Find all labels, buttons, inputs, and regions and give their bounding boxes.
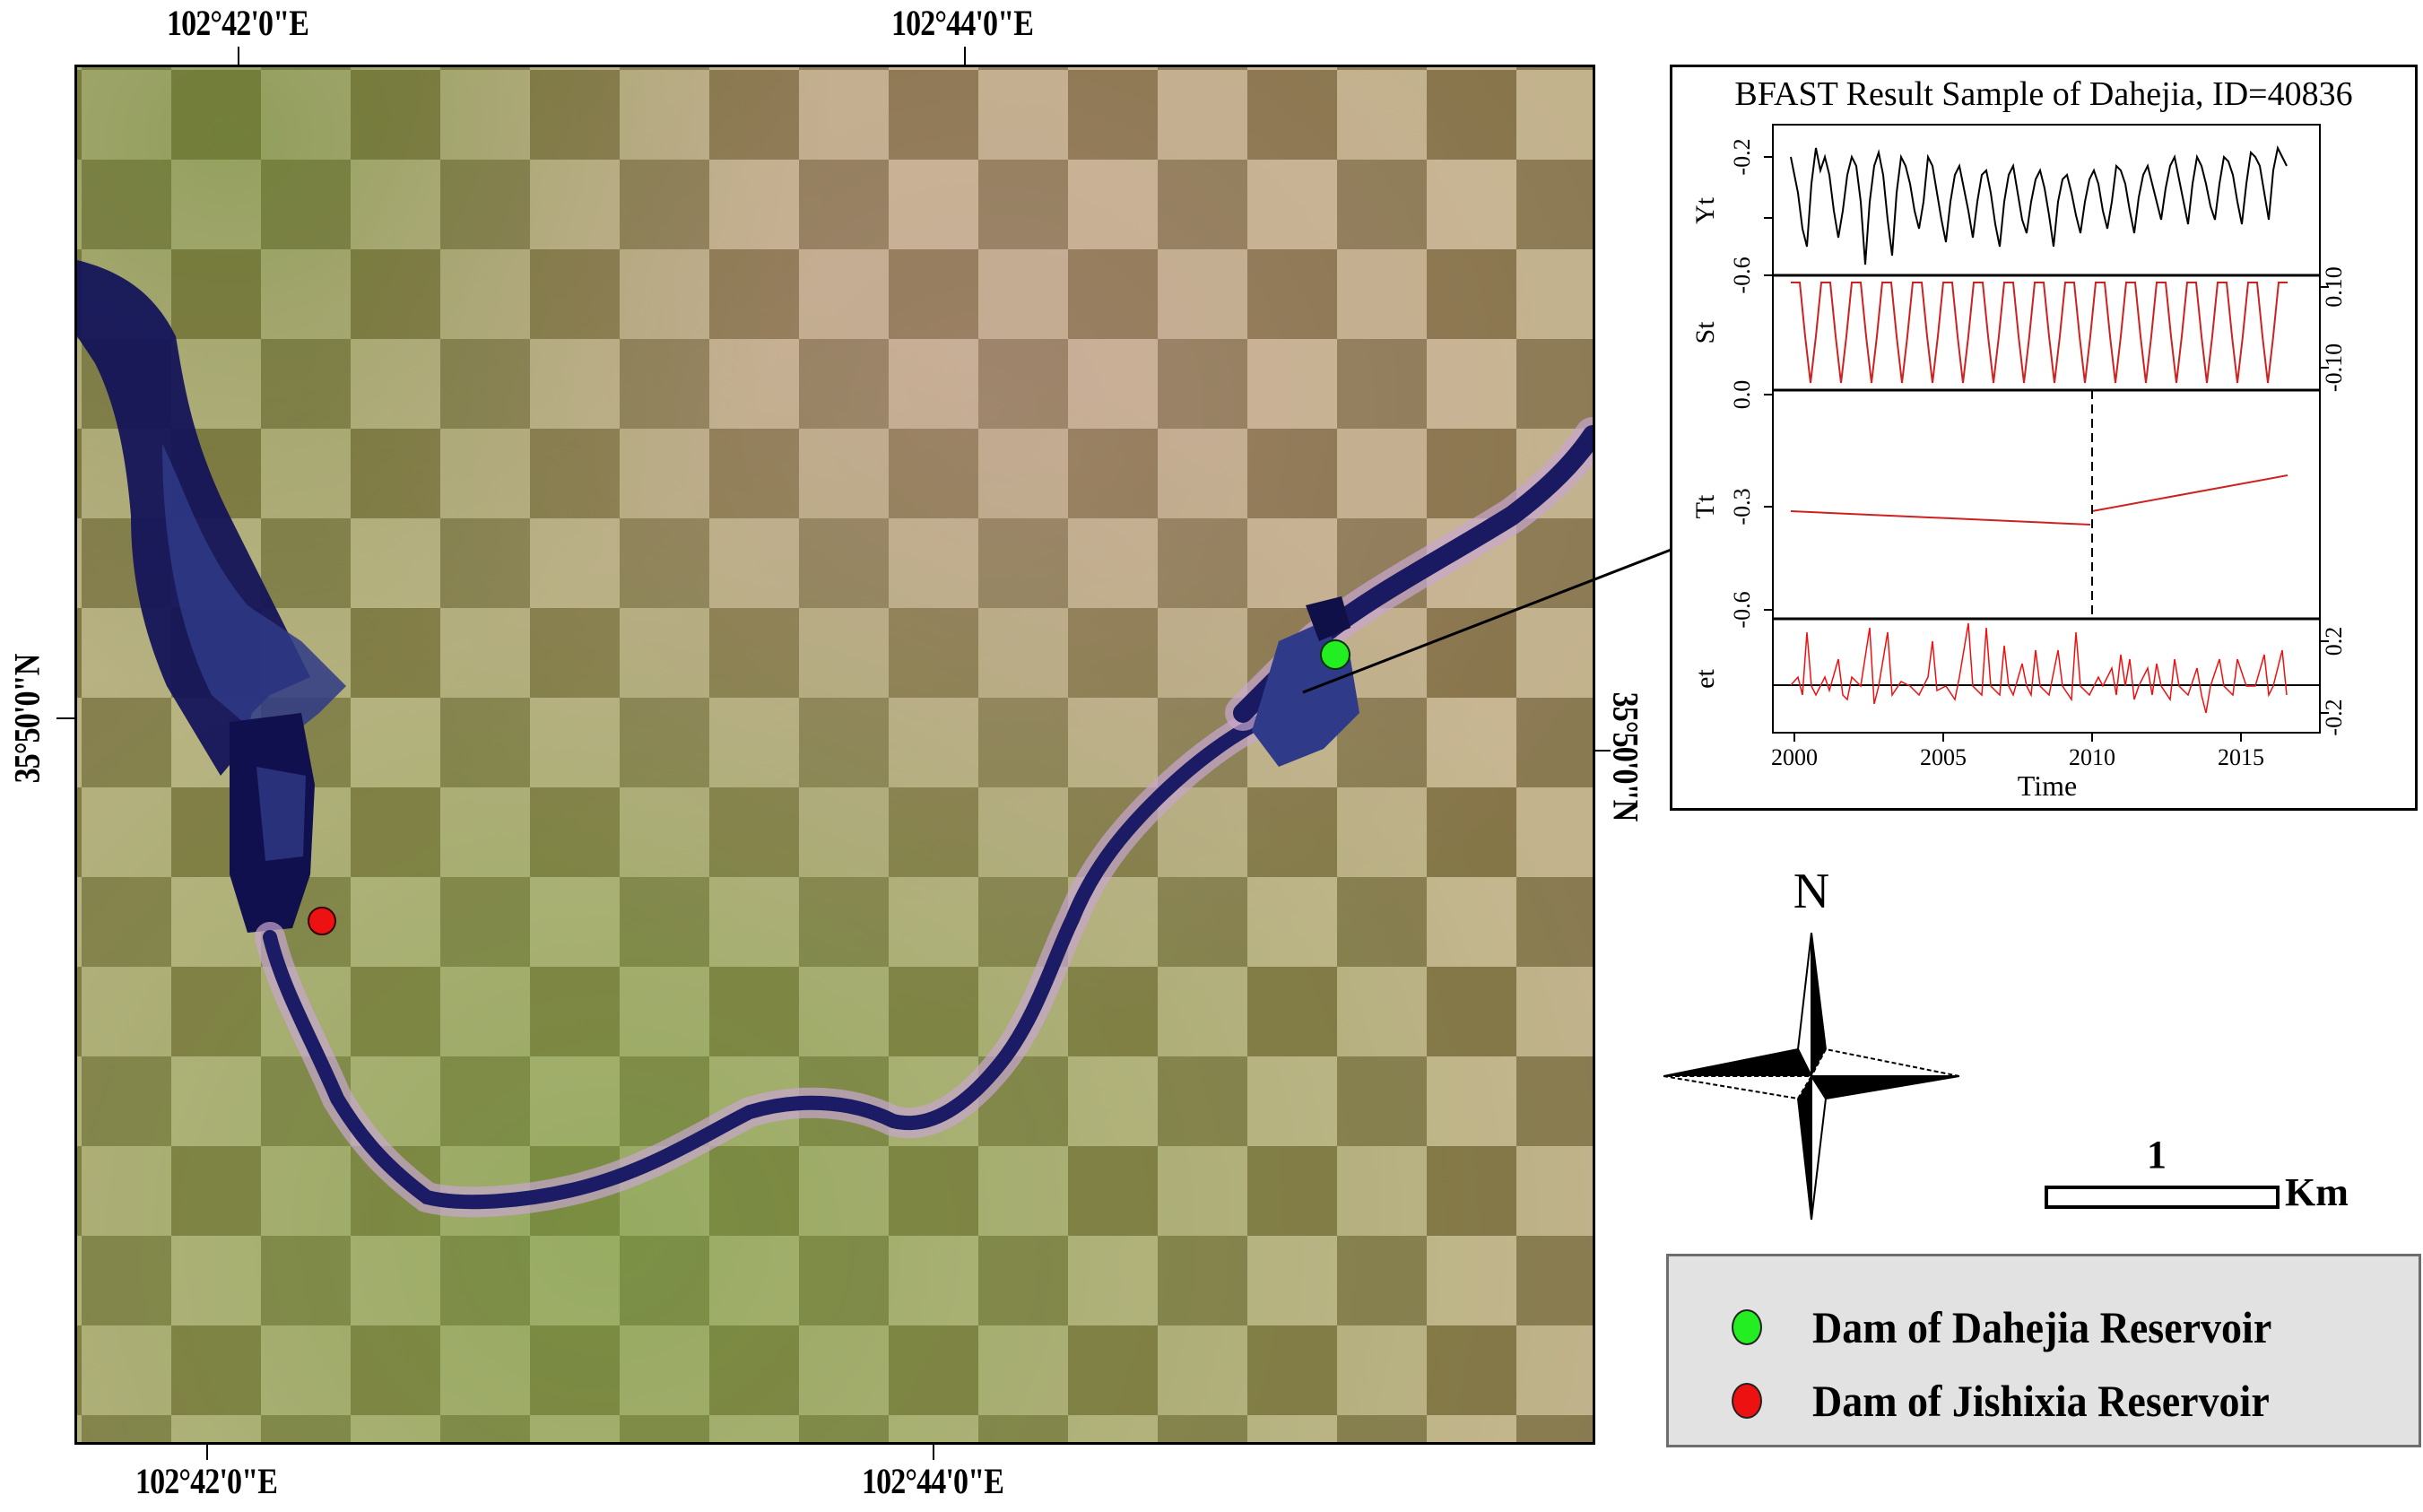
jishixia-reservoir [77,260,1294,1218]
red-dot-icon [1732,1383,1762,1419]
tt-axis-label: Tt [1690,494,1720,518]
yt-series [1790,144,2288,265]
x-tick-2010: 2010 [2069,744,2115,770]
st-tick-high: 0.10 [2321,266,2347,308]
tick-bottom-2 [933,1442,934,1460]
tick-top-2 [964,47,966,66]
map-imagery [77,67,1593,1442]
tt-tick-0: 0.0 [1729,380,1755,410]
tt-segment-1 [1790,510,2091,526]
x-axis-label: Time [2018,769,2077,802]
tick-left [56,717,74,719]
satellite-map[interactable] [74,65,1595,1445]
scale-bar-unit: Km [2285,1170,2349,1214]
x-tick-2015: 2015 [2218,744,2264,770]
tt-segment-2 [2091,474,2288,512]
legend-item-dahejia: Dam of Dahejia Reservoir [1732,1301,2312,1353]
legend-label-dahejia: Dam of Dahejia Reservoir [1812,1302,2272,1352]
tt-tick-mid: -0.3 [1729,488,1755,525]
bfast-chart: BFAST Result Sample of Dahejia, ID=40836 [1670,65,2418,811]
st-series [1791,282,2288,384]
st-tick-low: -0.10 [2321,343,2347,392]
scale-bar-value: 1 [2147,1133,2167,1177]
et-axis-label: et [1690,669,1720,689]
north-arrow-icon [1663,933,1959,1221]
chart-title: BFAST Result Sample of Dahejia, ID=40836 [1734,75,2353,113]
north-label: N [1793,864,1830,919]
green-dot-icon [1732,1309,1762,1345]
longitude-label-top-1: 102°42'0"E [166,3,309,43]
et-tick-low: -0.2 [2321,699,2347,735]
yt-tick-high: -0.2 [1729,138,1755,175]
dahejia-dam-marker[interactable] [1320,639,1350,670]
jishixia-dam-marker[interactable] [308,907,336,935]
legend-item-jishixia: Dam of Jishixia Reservoir [1732,1375,2309,1427]
tick-right [1593,750,1611,752]
latitude-label-right: 35°50'0"N [1605,691,1646,821]
yt-axis-label: Yt [1690,196,1720,224]
legend: Dam of Dahejia Reservoir Dam of Jishixia… [1666,1254,2421,1447]
tt-tick-low: -0.6 [1729,591,1755,628]
chart-plot: Yt St Tt et -0.2 -0.6 0.0 -0.3 -0.6 0.10… [1690,124,2347,802]
latitude-label-left: 35°50'0"N [6,654,48,784]
x-tick-2005: 2005 [1920,744,1967,770]
x-tick-2000: 2000 [1771,744,1818,770]
longitude-label-bottom-2: 102°44'0"E [861,1461,1004,1501]
longitude-label-bottom-1: 102°42'0"E [135,1461,278,1501]
scale-bar [2045,1186,2280,1209]
et-tick-high: 0.2 [2321,627,2347,656]
legend-label-jishixia: Dam of Jishixia Reservoir [1812,1376,2270,1426]
tick-bottom-1 [206,1442,208,1460]
et-series [1790,622,2288,714]
longitude-label-top-2: 102°44'0"E [890,3,1034,43]
st-axis-label: St [1690,321,1720,344]
tick-top-1 [238,47,239,66]
yt-tick-low: -0.6 [1729,256,1755,293]
